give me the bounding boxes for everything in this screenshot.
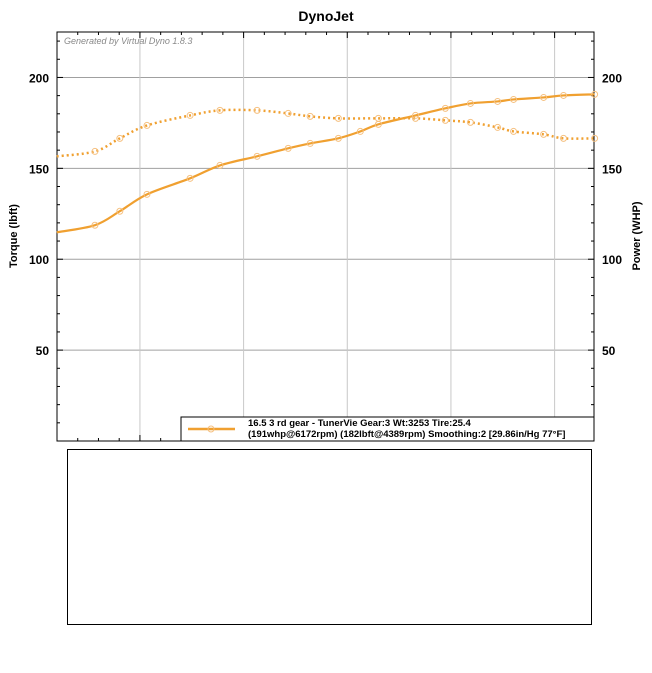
data-point xyxy=(143,121,151,129)
data-point xyxy=(116,207,124,215)
data-point xyxy=(91,147,99,155)
data-point xyxy=(441,116,449,124)
torque-line xyxy=(56,108,595,158)
y-axis-right-label: Power (WHP) xyxy=(631,201,643,270)
series-group xyxy=(56,90,599,234)
data-point xyxy=(253,152,261,160)
data-point xyxy=(466,99,474,107)
y-axis-left-label: Torque (lbft) xyxy=(8,204,20,268)
y-tick-label-left: 200 xyxy=(29,71,49,85)
data-point xyxy=(540,93,548,101)
data-point xyxy=(374,120,382,128)
legend-marker xyxy=(207,425,215,433)
data-point xyxy=(356,127,364,135)
plot-frame xyxy=(56,31,595,442)
y-tick-label-right: 100 xyxy=(602,253,622,267)
y-tick-label-left: 150 xyxy=(29,162,49,176)
y-tick-label-left: 100 xyxy=(29,253,49,267)
power-line xyxy=(56,93,595,234)
data-point xyxy=(441,104,449,112)
data-point xyxy=(334,134,342,142)
data-point xyxy=(253,106,261,114)
data-point xyxy=(116,134,124,142)
y-tick-label-left: 50 xyxy=(36,344,50,358)
data-point xyxy=(284,144,292,152)
y-tick-label-right: 200 xyxy=(602,71,622,85)
data-point xyxy=(510,127,518,135)
lower-panel xyxy=(67,449,592,625)
data-point xyxy=(466,118,474,126)
chart-title: DynoJet xyxy=(298,8,354,24)
data-point xyxy=(560,91,568,99)
legend-line2: (191whp@6172rpm) (182lbft@4389rpm) Smoot… xyxy=(248,429,565,440)
data-point xyxy=(216,161,224,169)
data-point xyxy=(91,221,99,229)
legend-box xyxy=(180,416,595,442)
y-tick-label-right: 150 xyxy=(602,162,622,176)
data-point xyxy=(494,97,502,105)
data-point xyxy=(591,134,599,142)
data-point xyxy=(510,95,518,103)
data-point xyxy=(411,111,419,119)
data-point xyxy=(591,90,599,98)
data-point xyxy=(216,106,224,114)
ticks: 50 50 100 100 150 150 200 200 xyxy=(29,32,622,441)
dyno-chart: DynoJet Generated by Virtual Dyno 1.8.3 … xyxy=(8,8,643,442)
y-tick-label-right: 50 xyxy=(602,344,616,358)
legend-line1: 16.5 3 rd gear - TunerVie Gear:3 Wt:3253… xyxy=(248,418,472,429)
data-point xyxy=(306,139,314,147)
legend: 16.5 3 rd gear - TunerVie Gear:3 Wt:3253… xyxy=(180,416,595,442)
data-point xyxy=(186,174,194,182)
data-point xyxy=(143,190,151,198)
data-point xyxy=(540,130,548,138)
data-point xyxy=(334,114,342,122)
data-point xyxy=(560,134,568,142)
data-point xyxy=(494,123,502,131)
data-point xyxy=(186,111,194,119)
data-point xyxy=(306,112,314,120)
data-point xyxy=(284,109,292,117)
watermark: Generated by Virtual Dyno 1.8.3 xyxy=(64,36,192,46)
grid xyxy=(57,32,594,441)
